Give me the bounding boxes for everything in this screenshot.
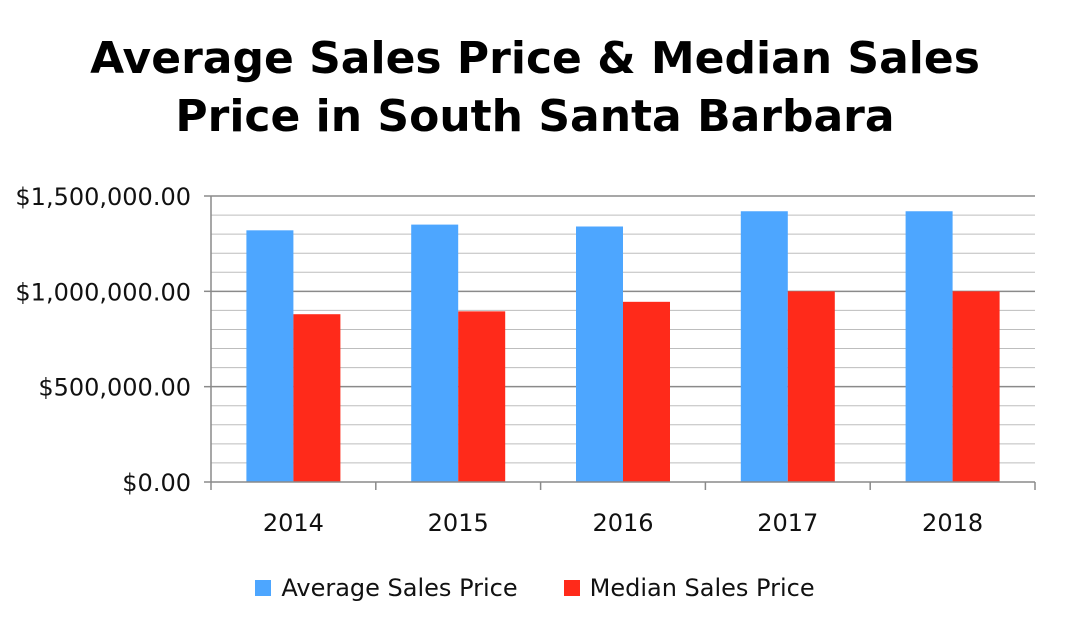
bar-average-2018 [905,211,953,482]
bar-average-2015 [411,224,459,482]
legend: Average Sales Price Median Sales Price [0,574,1070,602]
legend-label-median: Median Sales Price [589,574,815,602]
legend-swatch-median [563,580,580,596]
bar-average-2016 [576,226,623,482]
y-tick-label: $500,000.00 [38,374,191,402]
x-tick-labels: 2014 2015 2016 2017 2018 [263,509,983,537]
bar-median-2017 [787,291,835,482]
x-tick-label: 2017 [757,509,818,537]
bar-median-2014 [293,314,341,482]
legend-label-average: Average Sales Price [281,574,518,602]
y-tick-label: $0.00 [122,469,191,497]
chart-title-line-2: Price in South Santa Barbara [175,91,895,142]
y-tick-labels: $0.00 $500,000.00 $1,000,000.00 $1,500,000.… [15,183,191,497]
chart-title-line-1: Average Sales Price & Median Sales [90,33,980,84]
bar-median-2018 [952,291,1000,482]
legend-item-average: Average Sales Price [255,574,518,602]
bars [246,211,1000,482]
legend-item-median: Median Sales Price [563,574,815,602]
legend-swatch-average [255,580,272,596]
x-tick-label: 2014 [263,509,324,537]
bar-average-2017 [740,211,788,482]
y-tick-label: $1,500,000.00 [15,183,191,211]
chart-title: Average Sales Price & Median Sales Price… [0,30,1070,146]
x-tick-label: 2018 [922,509,983,537]
x-tick-label: 2016 [592,509,653,537]
bar-median-2016 [623,301,670,482]
y-tick-label: $1,000,000.00 [15,278,191,306]
bar-median-2015 [458,311,506,482]
bar-average-2014 [246,230,294,482]
axes [204,195,1036,490]
x-tick-label: 2015 [428,509,489,537]
